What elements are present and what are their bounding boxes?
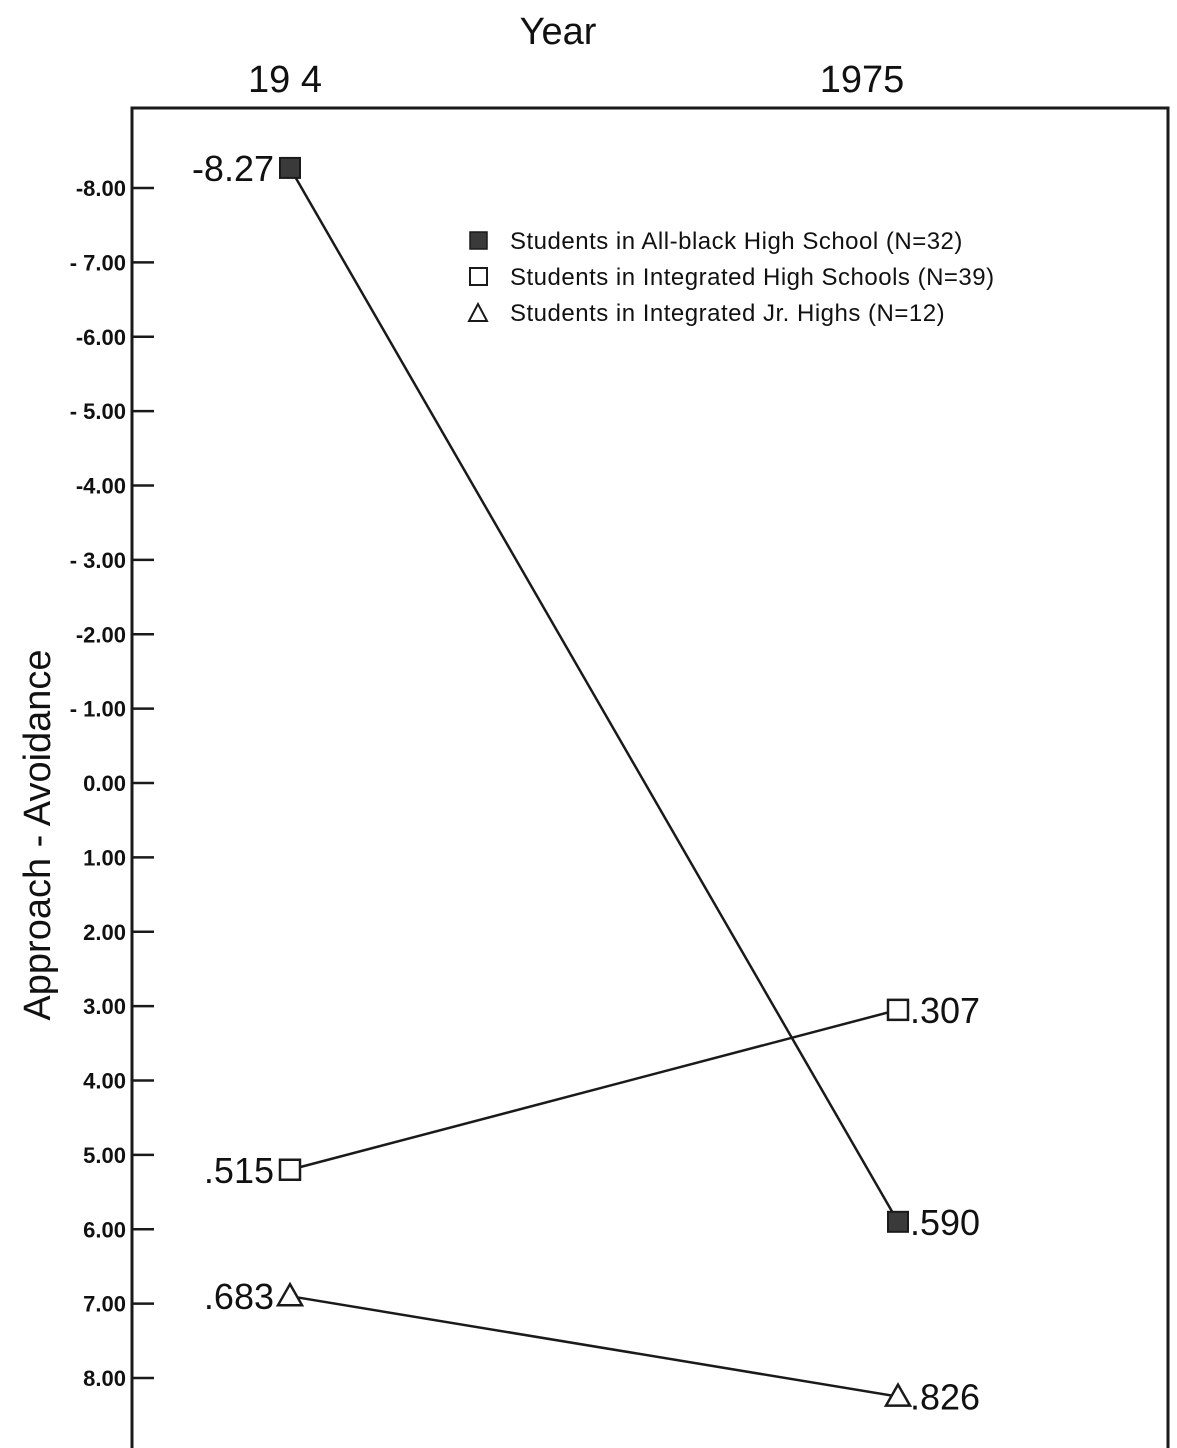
x-axis-title: Year	[520, 11, 597, 53]
y-tick-label: 6.00	[83, 1217, 126, 1242]
y-tick-label: 4.00	[83, 1069, 126, 1094]
y-tick-label: -8.00	[76, 176, 126, 201]
y-tick-label: 0.00	[83, 771, 126, 796]
legend-entry-0: Students in All-black High School (N=32)	[510, 228, 963, 255]
series-line-0	[288, 167, 900, 1223]
y-tick-label: - 7.00	[70, 250, 126, 275]
y-tick-label: 1.00	[83, 845, 126, 870]
legend-entry-2: Students in Integrated Jr. Highs (N=12)	[510, 300, 945, 327]
y-tick-label: 5.00	[83, 1143, 126, 1168]
legend-marker-filled-square	[469, 231, 488, 250]
data-point-filled-square	[887, 1210, 909, 1233]
y-tick-label: - 3.00	[70, 548, 126, 573]
data-label: .826	[910, 1377, 980, 1418]
y-tick-label: 8.00	[83, 1366, 126, 1391]
y-tick-label: -6.00	[76, 325, 126, 350]
x-tick-label-0: 19 4	[248, 59, 322, 101]
data-label: .590	[910, 1202, 980, 1243]
x-tick-label-1: 1975	[820, 59, 905, 101]
data-point-open-square	[886, 998, 910, 1022]
y-tick-label: 3.00	[83, 994, 126, 1019]
data-point-open-triangle	[883, 1382, 913, 1407]
data-point-open-square	[278, 1158, 302, 1181]
data-label: .515	[204, 1150, 274, 1191]
series-line-2	[289, 1294, 899, 1398]
y-axis-title: Approach - Avoidance	[17, 649, 59, 1020]
legend-marker-open-triangle	[467, 301, 489, 322]
data-point-filled-square	[279, 156, 301, 179]
data-label: -8.27	[192, 148, 274, 189]
data-point-open-triangle	[275, 1281, 305, 1307]
y-tick-label: - 5.00	[70, 399, 126, 424]
series-line-1	[289, 1008, 899, 1171]
data-label: .307	[910, 990, 980, 1031]
y-tick-label: - 1.00	[70, 697, 126, 722]
data-label: .683	[204, 1276, 274, 1317]
y-tick-label: -4.00	[76, 474, 126, 499]
legend: Students in All-black High School (N=32)…	[467, 228, 995, 327]
y-tick-label: 2.00	[83, 920, 126, 945]
y-axis-ticks: -8.00 - 7.00 -6.00 - 5.00 -4.00 - 3.00 -2.00 - …	[70, 176, 154, 1391]
y-tick-label: 7.00	[83, 1292, 126, 1317]
y-tick-label: -2.00	[76, 622, 126, 647]
legend-marker-open-square	[469, 267, 488, 286]
series-layer: -8.27 .590 .515 .307 .683 .826	[192, 148, 980, 1418]
legend-entry-1: Students in Integrated High Schools (N=3…	[510, 264, 995, 291]
